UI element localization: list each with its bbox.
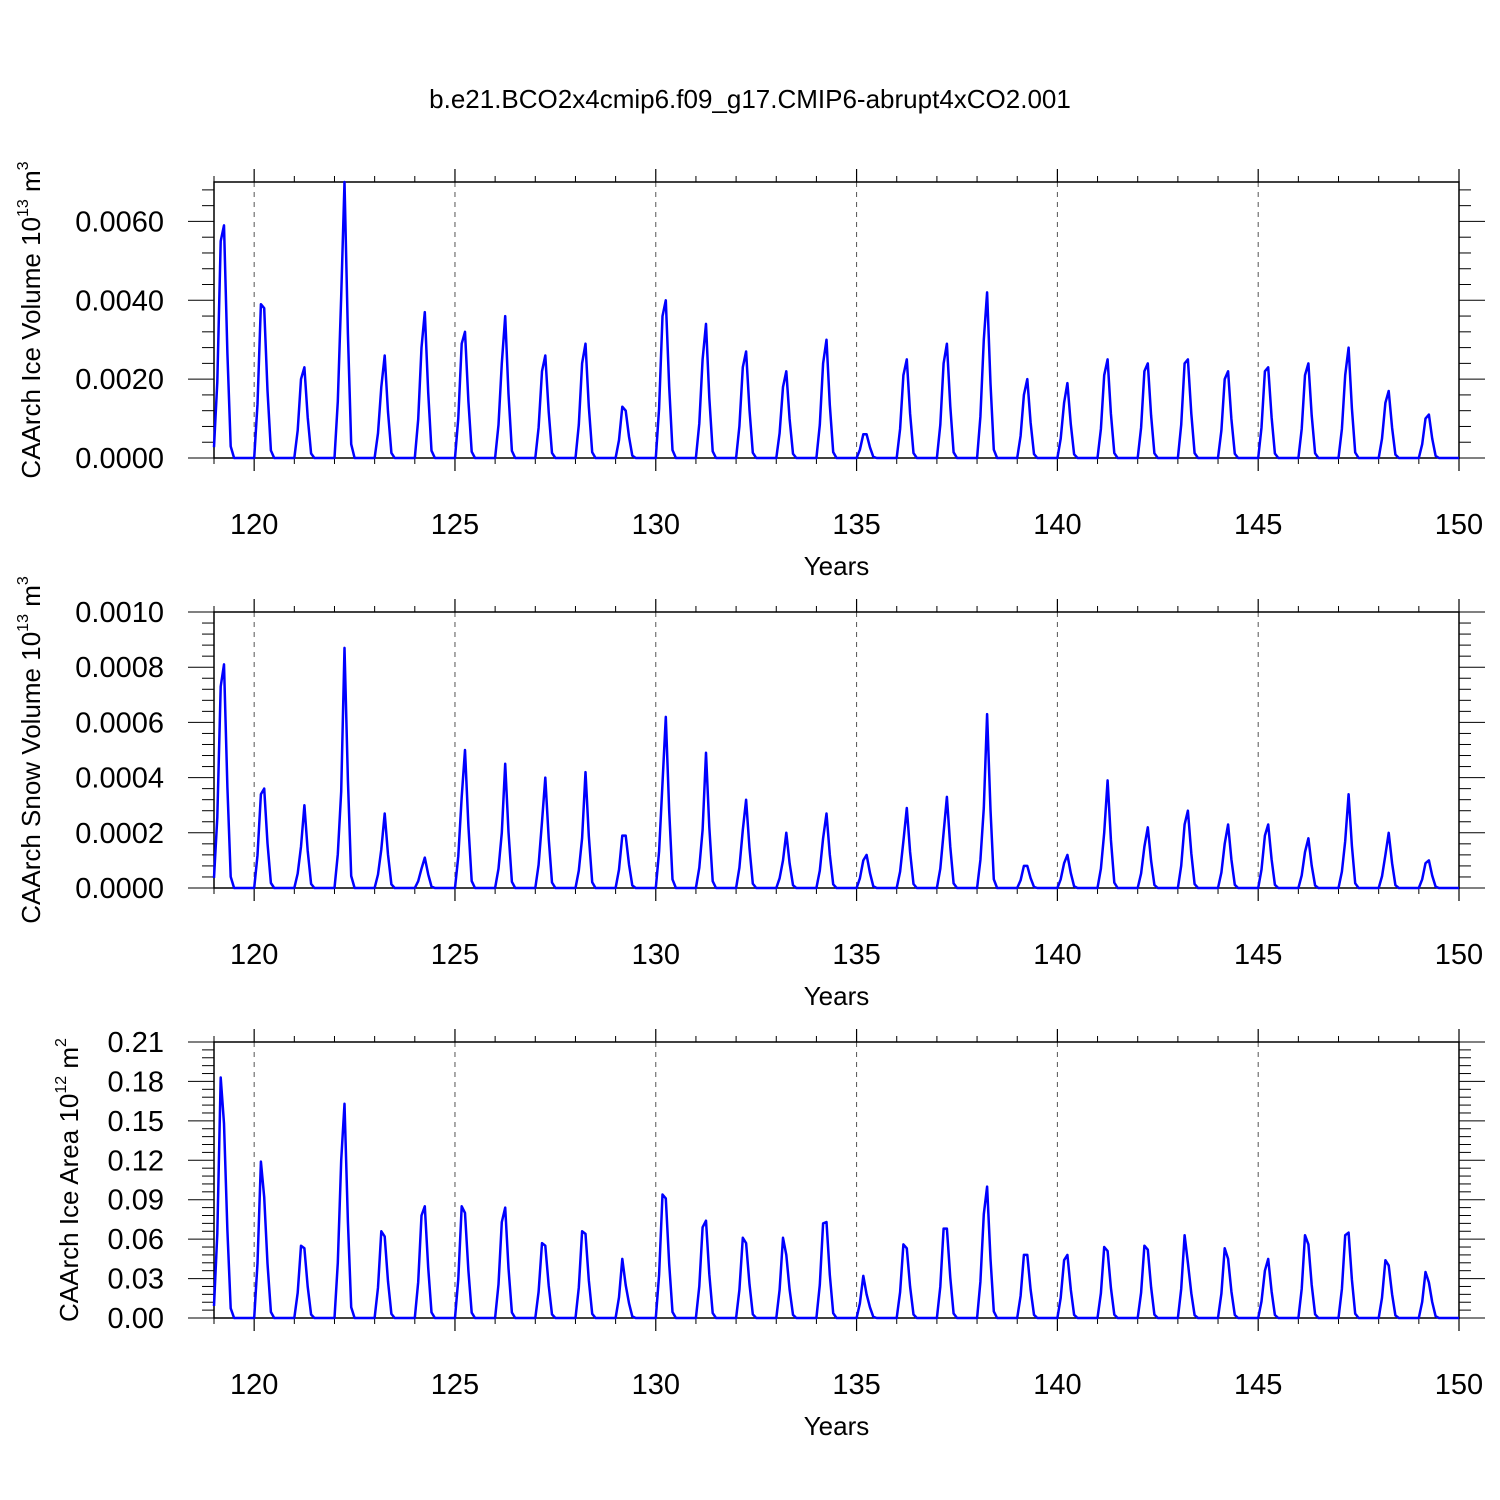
x-tick-label-120: 120 <box>230 509 278 541</box>
x-tick-label-140: 140 <box>1033 939 1081 971</box>
y-tick-label: 0.0040 <box>75 285 164 317</box>
series-line-snow-volume <box>212 646 1459 890</box>
x-tick-label-140: 140 <box>1033 1369 1081 1401</box>
y-axis-title: CAArch Ice Area 1012 m2 <box>53 1038 84 1322</box>
x-axis-title: Years <box>804 1411 870 1441</box>
plot-frame <box>213 1041 1460 1319</box>
panel-ice-volume: 120 125 130 135 140 145 150 0.0000 0.0020 0.0040 0… <box>15 161 1485 581</box>
x-tick-label-130: 130 <box>632 1369 680 1401</box>
x-tick-label-150: 150 <box>1435 509 1483 541</box>
y-axis-title: CAArch Snow Volume 1013 m3 <box>15 576 46 924</box>
x-axis-title: Years <box>804 551 870 581</box>
y-axis-title: CAArch Ice Volume 1013 m3 <box>15 161 46 478</box>
y-tick-label: 0.12 <box>108 1145 164 1177</box>
x-tick-label-125: 125 <box>431 509 479 541</box>
panel-snow-volume: 120 125 130 135 140 145 150 0.0000 0.0002 0.0004 0… <box>15 576 1485 1011</box>
x-tick-label-120: 120 <box>230 939 278 971</box>
panel-ice-area: 120 125 130 135 140 145 150 0.00 0.03 0.06 0.09 0.1… <box>53 1027 1485 1441</box>
x-tick-label-120: 120 <box>230 1369 278 1401</box>
series-line-ice-area <box>212 1076 1459 1320</box>
x-tick-label-135: 135 <box>832 1369 880 1401</box>
y-tick-label: 0.0002 <box>75 818 164 850</box>
y-tick-label: 0.0008 <box>75 652 164 684</box>
y-tick-label: 0.0000 <box>75 443 164 475</box>
y-tick-label: 0.06 <box>108 1224 164 1256</box>
x-tick-label-130: 130 <box>632 939 680 971</box>
plot-frame <box>213 611 1460 889</box>
x-tick-label-125: 125 <box>431 939 479 971</box>
y-tick-label: 0.0004 <box>75 763 164 795</box>
x-tick-label-135: 135 <box>832 939 880 971</box>
y-tick-label: 0.0010 <box>75 597 164 629</box>
figure-title: b.e21.BCO2x4cmip6.f09_g17.CMIP6-abrupt4x… <box>429 84 1071 114</box>
x-tick-label-150: 150 <box>1435 939 1483 971</box>
y-tick-label: 0.00 <box>108 1303 164 1335</box>
y-tick-label: 0.0060 <box>75 206 164 238</box>
y-tick-label: 0.0020 <box>75 364 164 396</box>
x-tick-label-145: 145 <box>1234 939 1282 971</box>
series-line-ice-volume <box>212 180 1459 460</box>
y-tick-label: 0.15 <box>108 1106 164 1138</box>
y-tick-label: 0.03 <box>108 1264 164 1296</box>
x-axis-title: Years <box>804 981 870 1011</box>
x-tick-label-135: 135 <box>832 509 880 541</box>
x-tick-label-130: 130 <box>632 509 680 541</box>
x-tick-label-145: 145 <box>1234 509 1282 541</box>
y-tick-label: 0.0000 <box>75 873 164 905</box>
y-tick-label: 0.0006 <box>75 707 164 739</box>
y-tick-label: 0.18 <box>108 1066 164 1098</box>
x-tick-label-150: 150 <box>1435 1369 1483 1401</box>
y-tick-label: 0.09 <box>108 1185 164 1217</box>
y-tick-label: 0.21 <box>108 1027 164 1059</box>
x-tick-label-125: 125 <box>431 1369 479 1401</box>
x-tick-label-140: 140 <box>1033 509 1081 541</box>
x-tick-label-145: 145 <box>1234 1369 1282 1401</box>
